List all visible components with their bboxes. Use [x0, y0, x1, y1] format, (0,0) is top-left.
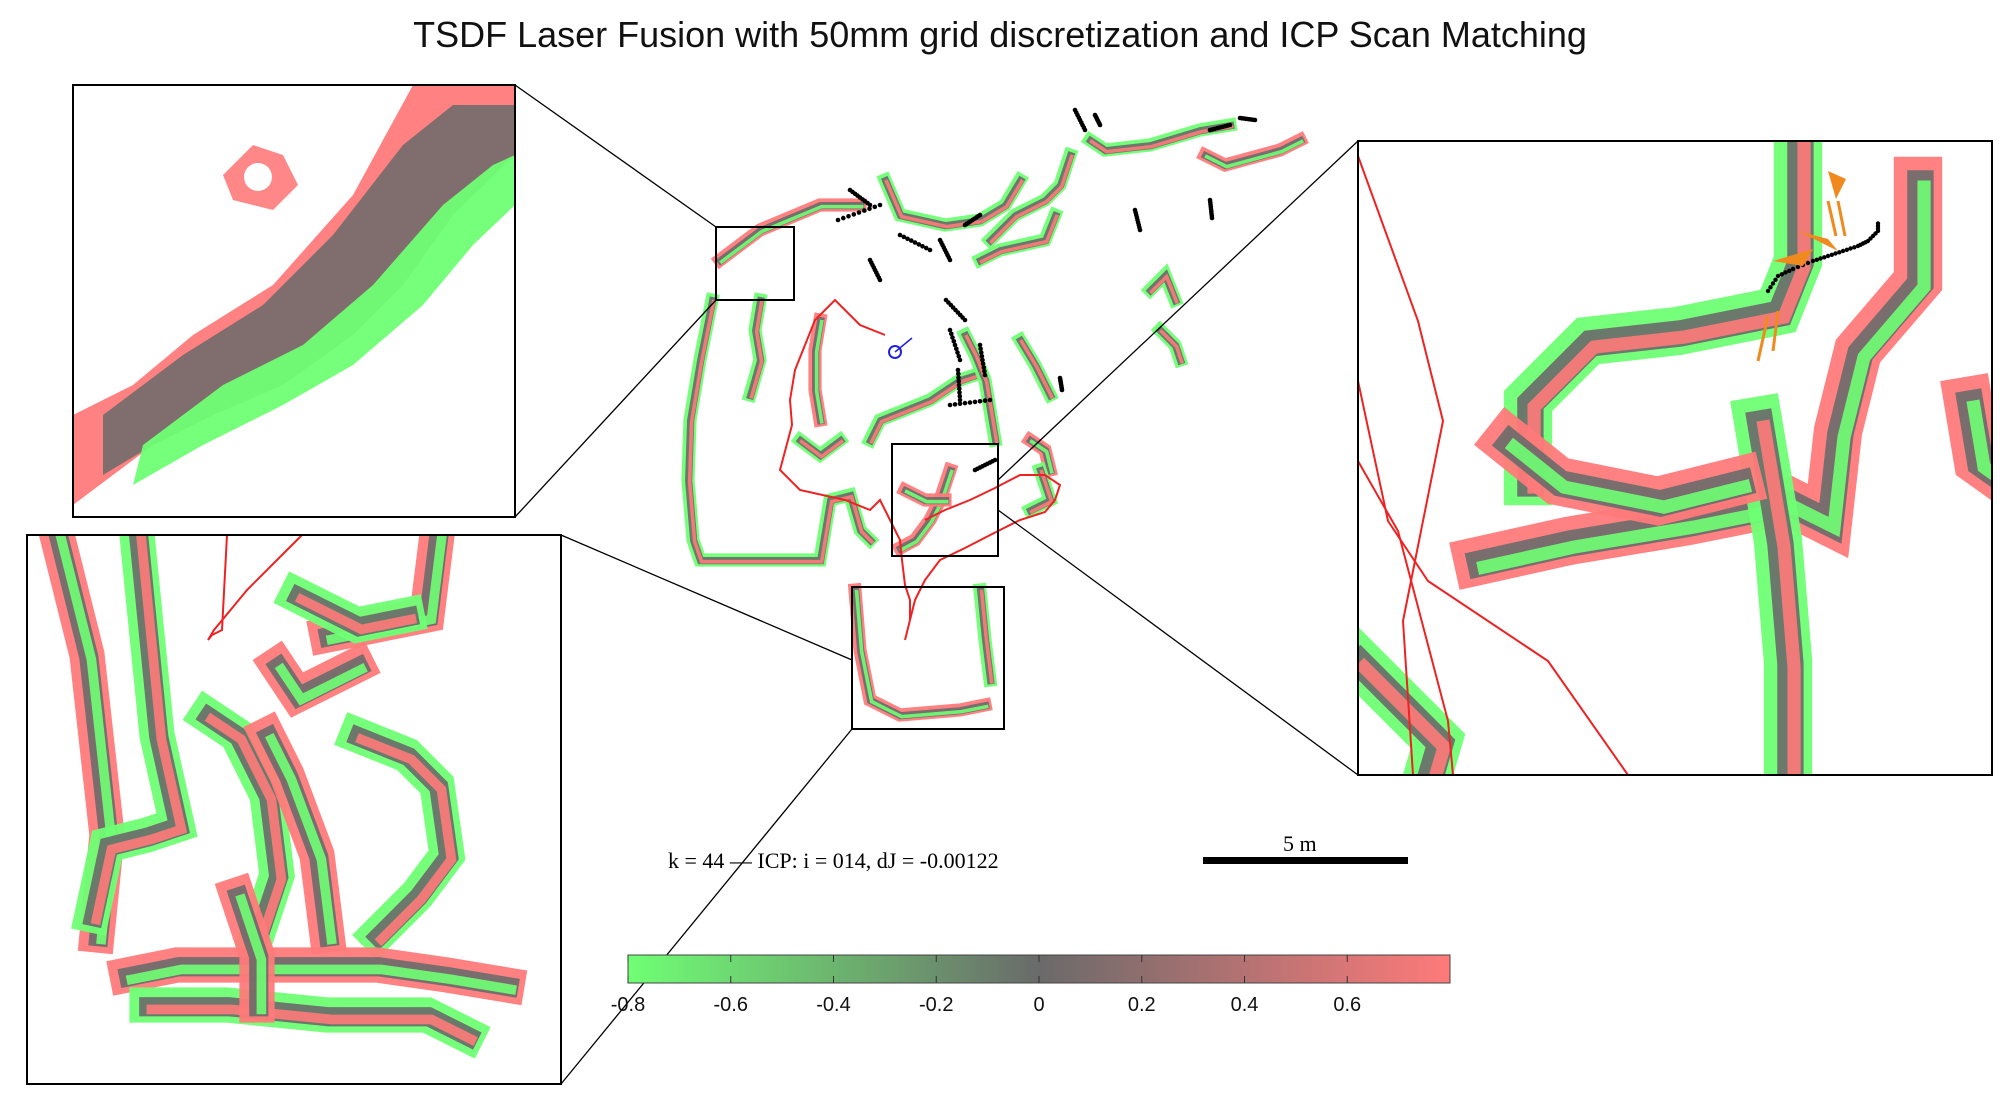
icp-status-text: k = 44 — ICP: i = 014, dJ = -0.00122: [668, 848, 999, 873]
trajectory-path: [778, 298, 1062, 641]
zoom-region-top-left: [715, 226, 795, 301]
inset-top-left-walls: [73, 85, 515, 505]
colorbar-tick-label: 0: [1033, 994, 1044, 1016]
scale-bar-label: 5 m: [1283, 831, 1317, 856]
tsdf-map: [681, 107, 1309, 730]
inset-bottom-left-walls: [38, 535, 528, 1059]
colorbar-tick-label: 0.4: [1231, 994, 1259, 1016]
scan-match-arrows: [1756, 171, 1847, 362]
inset-right-trajectory-b: [1358, 380, 1629, 775]
zoom-connectors: [514, 84, 1359, 1085]
scan-points: [835, 107, 1258, 473]
inset-right-trajectory-a: [1358, 155, 1445, 775]
inset-bottom-left: [26, 534, 562, 1085]
inset-right-scan-points: [1765, 221, 1881, 294]
colorbar-tick-label: -0.2: [919, 994, 953, 1016]
colorbar-tick-label: -0.4: [816, 994, 850, 1016]
inset-bottom-left-trajectory: [207, 535, 303, 641]
colorbar-ticks: -0.8 -0.6 -0.4 -0.2 0 0.2 0.4 0.6: [611, 955, 1361, 1016]
colorbar-tick-label: -0.6: [714, 994, 748, 1016]
scale-bar: 5 m: [1203, 831, 1408, 864]
zoom-region-right: [891, 443, 999, 557]
inset-top-left: [72, 84, 516, 518]
zoom-region-bottom-left: [851, 586, 1005, 730]
robot-pose-marker: [888, 345, 902, 359]
colorbar: -0.8 -0.6 -0.4 -0.2 0 0.2 0.4 0.6: [611, 954, 1451, 1016]
inset-right-trajectory-c: [1358, 460, 1454, 775]
colorbar-tick-label: 0.2: [1128, 994, 1156, 1016]
inset-right: [1357, 140, 1993, 776]
colorbar-tick-label: -0.8: [611, 994, 645, 1016]
robot-heading-indicator: [894, 337, 913, 353]
colorbar-tick-label: 0.6: [1333, 994, 1361, 1016]
figure-title: TSDF Laser Fusion with 50mm grid discret…: [413, 14, 1587, 55]
